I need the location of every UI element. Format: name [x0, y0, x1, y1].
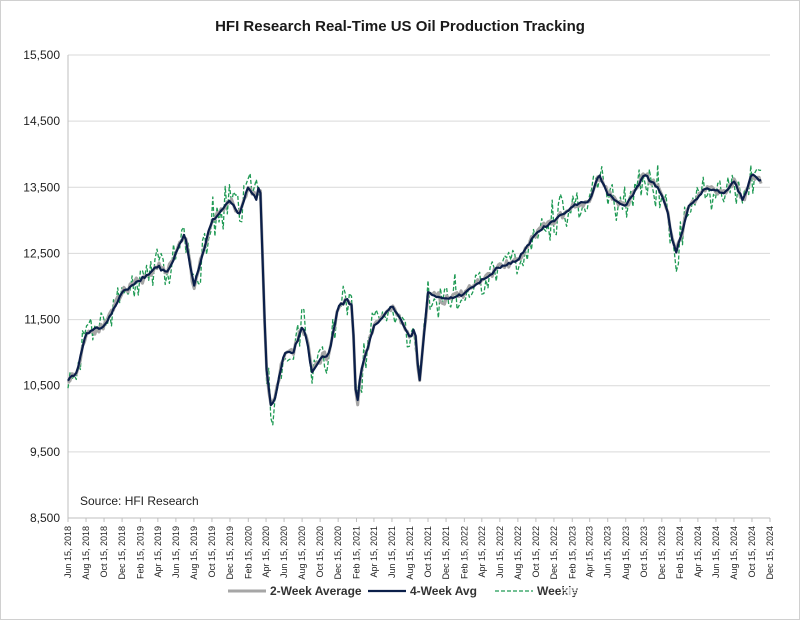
y-tick-label: 12,500 [23, 246, 60, 260]
x-tick-label: Oct 15, 2022 [531, 526, 541, 578]
watermark: 雪球：Archerong [560, 584, 723, 608]
legend-label: 4-Week Avg [410, 584, 477, 598]
x-tick-label: Apr 15, 2022 [477, 526, 487, 578]
legend-label: 2-Week Average [270, 584, 362, 598]
x-tick-label: Feb 15, 2023 [567, 526, 577, 579]
x-tick-label: Feb 15, 2020 [243, 526, 253, 579]
x-tick-label: Jun 15, 2024 [711, 526, 721, 578]
x-tick-label: Jun 15, 2021 [387, 526, 397, 578]
x-tick-label: Aug 15, 2018 [81, 526, 91, 580]
x-tick-label: Dec 15, 2024 [765, 526, 775, 580]
x-tick-label: Feb 15, 2021 [351, 526, 361, 579]
x-tick-label: Oct 15, 2024 [747, 526, 757, 578]
x-tick-label: Dec 15, 2018 [117, 526, 127, 580]
x-tick-label: Apr 15, 2024 [693, 526, 703, 578]
x-tick-label: Jun 15, 2018 [63, 526, 73, 578]
series-group [66, 164, 763, 426]
x-tick-label: Dec 15, 2021 [441, 526, 451, 580]
x-tick-label: Jun 15, 2020 [279, 526, 289, 578]
x-tick-label: Aug 15, 2021 [405, 526, 415, 580]
y-tick-label: 14,500 [23, 114, 60, 128]
x-tick-label: Feb 15, 2024 [675, 526, 685, 579]
series-4-week-avg [67, 173, 762, 407]
x-tick-label: Jun 15, 2023 [603, 526, 613, 578]
x-tick-label: Jun 15, 2022 [495, 526, 505, 578]
x-tick-label: Feb 15, 2019 [135, 526, 145, 579]
legend-label: Weekly [537, 584, 578, 598]
x-tick-label: Aug 15, 2022 [513, 526, 523, 580]
y-axis: 15,500 14,500 13,500 12,500 11,500 10,500 9,50… [23, 48, 60, 525]
x-tick-label: Oct 15, 2018 [99, 526, 109, 578]
x-axis: Jun 15, 2018 Aug 15, 2018 Oct 15, 2018 Dec … [63, 518, 775, 580]
x-tick-label: Oct 15, 2019 [207, 526, 217, 578]
y-tick-label: 13,500 [23, 180, 60, 194]
chart-title: HFI Research Real-Time US Oil Production… [215, 18, 585, 35]
x-tick-label: Feb 15, 2022 [459, 526, 469, 579]
y-tick-label: 9,500 [30, 445, 60, 459]
x-tick-label: Apr 15, 2023 [585, 526, 595, 578]
x-tick-label: Apr 15, 2019 [153, 526, 163, 578]
x-tick-label: Jun 15, 2019 [171, 526, 181, 578]
x-tick-label: Dec 15, 2019 [225, 526, 235, 580]
y-tick-label: 10,500 [23, 379, 60, 393]
x-tick-label: Apr 15, 2021 [369, 526, 379, 578]
legend: 2-Week Average 4-Week Avg Weekly [228, 584, 578, 598]
source-note: Source: HFI Research [80, 494, 199, 508]
x-tick-label: Aug 15, 2019 [189, 526, 199, 580]
x-tick-label: Apr 15, 2020 [261, 526, 271, 578]
x-tick-label: Aug 15, 2023 [621, 526, 631, 580]
y-tick-label: 8,500 [30, 511, 60, 525]
x-tick-label: Oct 15, 2021 [423, 526, 433, 578]
x-tick-label: Aug 15, 2024 [729, 526, 739, 580]
x-tick-label: Aug 15, 2020 [297, 526, 307, 580]
y-tick-label: 11,500 [24, 313, 60, 327]
x-tick-label: Dec 15, 2020 [333, 526, 343, 580]
grid-lines [67, 54, 770, 519]
x-tick-label: Oct 15, 2023 [639, 526, 649, 578]
y-tick-label: 15,500 [23, 48, 60, 62]
x-tick-label: Dec 15, 2022 [549, 526, 559, 580]
x-tick-label: Dec 15, 2023 [657, 526, 667, 580]
x-tick-label: Oct 15, 2020 [315, 526, 325, 578]
